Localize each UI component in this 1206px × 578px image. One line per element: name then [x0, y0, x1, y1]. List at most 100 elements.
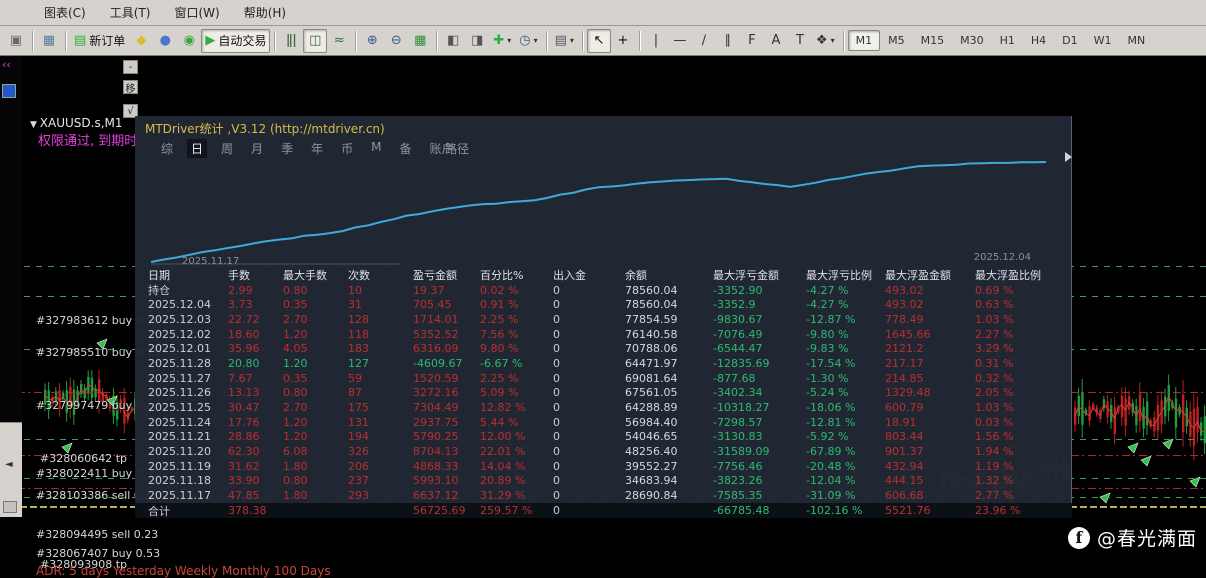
panel-move-button[interactable]: 移	[123, 80, 138, 95]
table-cell: 17.76	[228, 415, 260, 429]
chart-area[interactable]: #327983612 buy 0.10 #327985510 buy 0.15 #3…	[0, 56, 1206, 578]
navigator-icon[interactable]	[2, 84, 16, 98]
timeframe-w1[interactable]: W1	[1093, 34, 1112, 47]
table-cell: 2025.11.28	[148, 356, 211, 370]
metaeditor-button[interactable]: ◆	[129, 29, 153, 53]
panel-tab-M[interactable]: M	[371, 140, 382, 154]
templates-button[interactable]: ▤ ▾	[551, 29, 578, 53]
equidistant-channel-button[interactable]: ∥	[716, 29, 740, 53]
table-cell: -1.30 %	[806, 371, 849, 385]
table-cell: 20.89 %	[480, 474, 526, 488]
tile-windows-button[interactable]: ▦	[408, 29, 432, 53]
panel-minimize-button[interactable]: -	[123, 60, 138, 74]
autotrading-button[interactable]: ▶ 自动交易	[201, 28, 271, 53]
table-cell: 0	[553, 489, 560, 503]
menu-3[interactable]: 帮助(H)	[243, 6, 287, 20]
stats-table: 日期 手数 最大手数 次数 盈亏金额 百分比% 出入金 余额 最大浮亏金额 最大浮亏比例 最大浮盈金…	[135, 268, 1072, 518]
menu-2[interactable]: 窗口(W)	[174, 6, 220, 20]
panel-tab-综[interactable]: 综	[161, 142, 174, 156]
table-cell: 18.60	[228, 327, 260, 341]
panel-tab-月[interactable]: 月	[251, 142, 264, 156]
candles-chart-button[interactable]: ◫	[303, 28, 328, 53]
table-cell: 237	[348, 474, 369, 488]
table-row: 2025.11.19 31.62 1.80 206 4868.33 14.04 % 0 395…	[135, 459, 1072, 474]
timeframe-m30[interactable]: M30	[960, 34, 984, 47]
chart-window-button[interactable]: ▣	[4, 29, 28, 53]
tile-windows-icon: ▦	[414, 33, 427, 48]
periodicity-button[interactable]: ◷ ▾	[515, 29, 541, 53]
panel-tab-备[interactable]: 备	[399, 142, 412, 156]
dock-right-button[interactable]: ◨	[465, 29, 489, 53]
trade-arrow-icon	[1127, 442, 1139, 454]
timeframe-m5[interactable]: M5	[888, 34, 905, 47]
trade-order-label: #328094495 sell 0.23	[36, 528, 159, 541]
zoom-in-button[interactable]: ⊕	[360, 29, 384, 53]
horizontal-line-button[interactable]: —	[668, 29, 692, 53]
timeframe-mn[interactable]: MN	[1127, 34, 1146, 47]
bars-chart-icon: ǁǀ	[286, 33, 297, 48]
text-label-button[interactable]: T	[788, 29, 812, 53]
expand-left-icon[interactable]: ◄	[5, 459, 13, 470]
table-cell: 28.86	[228, 430, 260, 444]
signals-button[interactable]: ◉	[177, 29, 201, 53]
panel-tab-周[interactable]: 周	[221, 142, 234, 156]
table-row: 2025.11.25 30.47 2.70 175 7304.49 12.82 % 0 642…	[135, 400, 1072, 415]
vertical-line-button[interactable]: |	[644, 29, 668, 53]
dock-left-button[interactable]: ◧	[441, 29, 465, 53]
chart-window-icon: ▣	[9, 33, 23, 48]
timeframe-h1[interactable]: H1	[999, 34, 1015, 47]
timeframe-m15[interactable]: M15	[920, 34, 945, 47]
table-cell: 293	[348, 489, 369, 503]
fibonacci-button[interactable]: F	[740, 29, 764, 53]
text-button[interactable]: A	[764, 29, 788, 53]
panel-tab-年[interactable]: 年	[311, 142, 324, 156]
table-cell: 22.01 %	[480, 445, 526, 459]
table-cell: 14.04 %	[480, 459, 526, 473]
new-order-button[interactable]: ▤ 新订单	[70, 29, 129, 53]
line-chart-icon: ≈	[333, 33, 345, 48]
table-cell: 2.70	[283, 401, 308, 415]
trendline-button[interactable]: ∕	[692, 29, 716, 53]
chart-shift-button[interactable]: ▦	[37, 29, 61, 53]
panel-tabs: 综日周 月 季 年 币 M 备 账户	[157, 139, 458, 158]
trade-arrow-icon	[1099, 492, 1111, 504]
menu-1[interactable]: 工具(T)	[109, 6, 151, 20]
panel-tab-币[interactable]: 币	[341, 142, 354, 156]
table-cell: 432.94	[885, 459, 924, 473]
metaeditor-icon: ◆	[136, 33, 147, 48]
panel-scroll-arrow-icon[interactable]	[1065, 152, 1072, 162]
cursor-button[interactable]: ↖	[586, 28, 611, 53]
panel-tab-账户[interactable]: 账户	[429, 142, 454, 156]
panel-tab-季[interactable]: 季	[281, 142, 294, 156]
line-chart-button[interactable]: ≈	[327, 29, 351, 53]
market-button[interactable]: ●	[153, 29, 177, 53]
table-cell: 1645.66	[885, 327, 931, 341]
vertical-line-icon: |	[653, 33, 659, 48]
table-cell: 31.62	[228, 459, 260, 473]
crosshair-button[interactable]: +	[611, 29, 635, 53]
arrows-button[interactable]: ❖ ▾	[812, 29, 839, 53]
grid-icon[interactable]	[3, 501, 17, 513]
panel-tab-日[interactable]: 日	[187, 139, 208, 158]
table-cell: 62.30	[228, 445, 260, 459]
table-cell: 2025.11.17	[148, 489, 211, 503]
table-cell: 33.90	[228, 474, 260, 488]
panel-confirm-button[interactable]: √	[123, 104, 138, 118]
table-cell: 803.44	[885, 430, 924, 444]
timeframe-h4[interactable]: H4	[1030, 34, 1047, 47]
bars-chart-button[interactable]: ǁǀ	[279, 29, 303, 53]
table-cell: 0.91 %	[480, 298, 519, 312]
zoom-out-button[interactable]: ⊖	[384, 29, 408, 53]
timeframe-d1[interactable]: D1	[1062, 34, 1078, 47]
menu-0[interactable]: 图表(C)	[44, 6, 86, 20]
chevron-down-icon[interactable]: ▼	[30, 120, 40, 130]
path-tab[interactable]: 路径	[445, 142, 470, 156]
column-header: 手数	[228, 269, 250, 283]
table-cell: -12.04 %	[806, 474, 856, 488]
timeframe-m1[interactable]: M1	[847, 30, 881, 51]
collapse-left-icon[interactable]: ‹‹	[2, 58, 11, 71]
table-cell: -31.09 %	[806, 489, 856, 503]
table-cell: -7585.35	[713, 489, 763, 503]
add-indicator-button[interactable]: ✚ ▾	[489, 29, 515, 53]
table-cell: 1.80	[283, 489, 308, 503]
